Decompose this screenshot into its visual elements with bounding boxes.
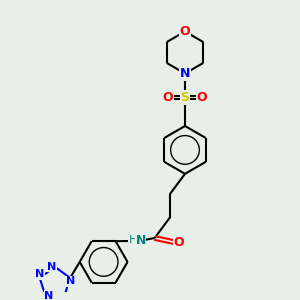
Text: N: N [44,291,54,300]
Text: H: H [129,235,137,245]
Text: N: N [35,269,44,279]
Text: O: O [180,25,190,38]
Text: O: O [173,236,184,249]
Text: N: N [47,262,56,272]
Text: N: N [180,67,190,80]
Text: S: S [181,91,190,104]
Text: O: O [196,91,207,104]
Text: N: N [66,276,75,286]
Text: N: N [136,234,146,247]
Text: O: O [163,91,173,104]
